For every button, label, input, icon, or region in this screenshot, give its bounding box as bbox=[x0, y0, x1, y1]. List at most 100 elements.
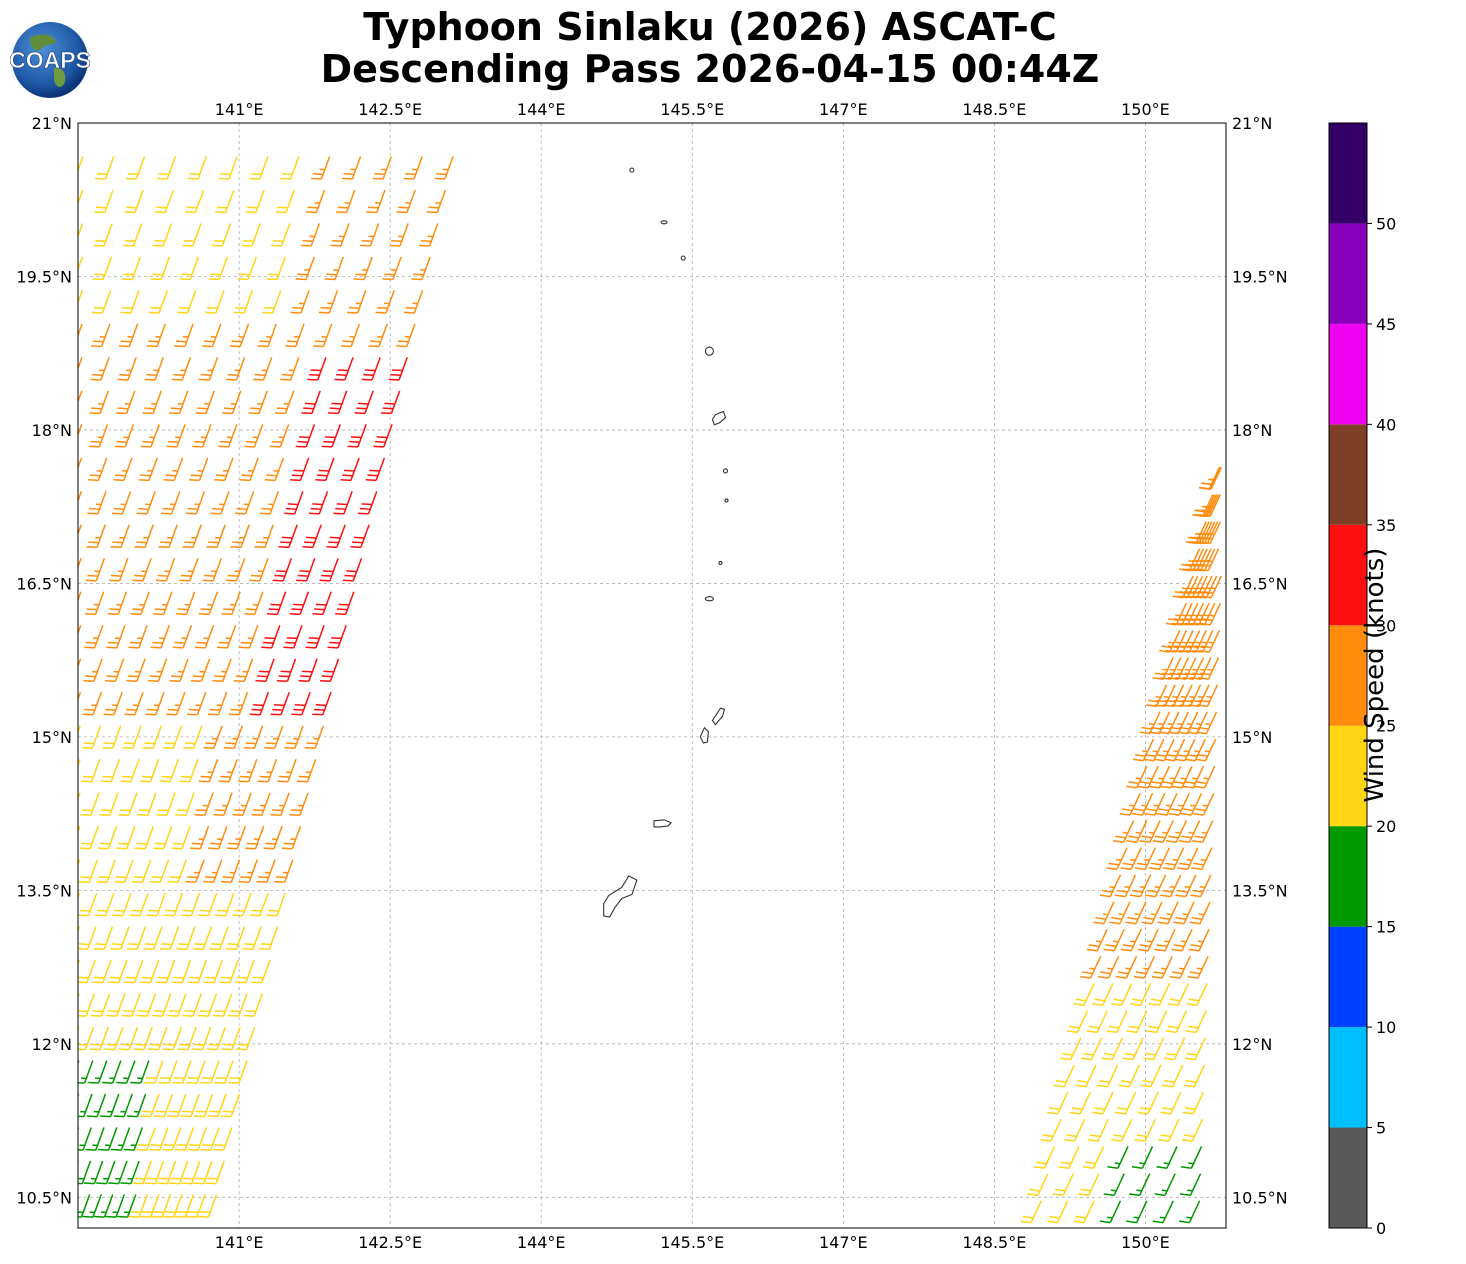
wind-barb-feather bbox=[187, 1148, 199, 1151]
wind-barb-feather bbox=[280, 177, 291, 180]
wind-barb-feather bbox=[274, 574, 285, 577]
wind-barb bbox=[215, 1160, 225, 1184]
wind-barb-feather bbox=[1099, 894, 1111, 898]
wind-barb-feather bbox=[78, 1010, 88, 1013]
wind-barb-feather bbox=[266, 474, 277, 477]
wind-barb bbox=[1199, 901, 1211, 925]
wind-barb-feather bbox=[1177, 622, 1188, 626]
wind-barb bbox=[85, 993, 96, 1017]
wind-barb-feather bbox=[1165, 1030, 1177, 1034]
wind-barb-feather bbox=[205, 311, 216, 314]
wind-barb bbox=[146, 491, 156, 515]
wind-barb-feather bbox=[1165, 649, 1177, 653]
wind-barb-feather bbox=[1146, 704, 1157, 708]
wind-barb bbox=[91, 725, 102, 749]
wind-barb bbox=[70, 1228, 78, 1251]
wind-barb-feather bbox=[1192, 840, 1203, 843]
wind-barb-feather bbox=[340, 479, 351, 482]
colorbar-tick-label: 45 bbox=[1376, 315, 1396, 334]
wind-barb bbox=[284, 390, 295, 414]
wind-barb bbox=[1168, 630, 1181, 653]
wind-barb-feather bbox=[125, 1250, 135, 1251]
wind-barb-feather bbox=[1141, 726, 1153, 730]
wind-barb bbox=[78, 1160, 80, 1165]
wind-barb-feather bbox=[1047, 1220, 1058, 1224]
wind-barb bbox=[322, 591, 332, 615]
wind-barb-feather bbox=[1207, 668, 1213, 671]
wind-barb-feather bbox=[1108, 862, 1120, 866]
wind-barb-feather bbox=[158, 1177, 170, 1180]
wind-barb bbox=[220, 491, 230, 515]
wind-barb bbox=[95, 558, 106, 582]
wind-barb-feather bbox=[92, 340, 104, 343]
wind-barb-feather bbox=[153, 612, 164, 616]
wind-barb bbox=[192, 524, 202, 548]
wind-barb-feather bbox=[1099, 1220, 1111, 1224]
lat-tick-label-left: 13.5°N bbox=[16, 881, 72, 900]
wind-barb bbox=[213, 725, 223, 749]
wind-barb-feather bbox=[342, 474, 353, 477]
wind-barb-feather bbox=[131, 909, 142, 912]
wind-barb-feather bbox=[116, 876, 127, 879]
wind-barb-feather bbox=[1199, 668, 1206, 671]
wind-barb-feather bbox=[328, 541, 339, 544]
wind-barb-feather bbox=[1171, 948, 1183, 952]
wind-barb bbox=[122, 892, 132, 916]
wind-barb bbox=[160, 256, 171, 280]
wind-barb-feather bbox=[312, 713, 323, 716]
wind-barb-feather bbox=[209, 1110, 220, 1113]
wind-barb-feather bbox=[1111, 1138, 1122, 1142]
wind-barb-feather bbox=[355, 273, 366, 276]
wind-barb-feather bbox=[1199, 672, 1211, 676]
wind-barb-feather bbox=[1167, 1025, 1179, 1029]
wind-barb bbox=[186, 1227, 188, 1228]
wind-barb-feather bbox=[1096, 940, 1102, 943]
wind-barb-feather bbox=[210, 273, 221, 276]
wind-barb-feather bbox=[90, 378, 101, 381]
wind-barb-feather bbox=[206, 546, 217, 549]
wind-barb-feather bbox=[1209, 505, 1215, 508]
colorbar-tick-label: 25 bbox=[1376, 717, 1396, 736]
wind-barb-feather bbox=[148, 340, 159, 343]
wind-barb-feather bbox=[234, 512, 246, 515]
wind-barb bbox=[133, 1127, 144, 1151]
wind-barb bbox=[1088, 1227, 1090, 1228]
wind-barb-feather bbox=[261, 507, 272, 510]
wind-barb bbox=[287, 758, 297, 783]
wind-barb-feather bbox=[1113, 940, 1119, 943]
wind-barb bbox=[249, 457, 259, 481]
wind-barb bbox=[1139, 874, 1152, 897]
wind-barb bbox=[111, 1060, 122, 1084]
wind-barb-feather bbox=[216, 646, 228, 649]
wind-barb-feather bbox=[158, 809, 169, 812]
wind-barb-feather bbox=[118, 345, 130, 348]
wind-barb bbox=[130, 290, 140, 314]
wind-barb-feather bbox=[323, 670, 334, 673]
wind-barb-feather bbox=[228, 1081, 239, 1084]
wind-barb bbox=[299, 457, 310, 481]
wind-barb-feather bbox=[1145, 753, 1156, 757]
wind-barb bbox=[357, 424, 367, 448]
lon-tick-label-bottom: 144°E bbox=[517, 1233, 566, 1252]
wind-barb bbox=[1116, 847, 1128, 870]
wind-barb-feather bbox=[1117, 889, 1128, 893]
wind-barb-feather bbox=[1148, 731, 1160, 735]
wind-barb bbox=[1198, 684, 1210, 707]
wind-barb bbox=[156, 323, 167, 347]
wind-barb-feather bbox=[347, 311, 358, 314]
wind-barb bbox=[238, 993, 248, 1017]
wind-barb-feather bbox=[234, 809, 245, 812]
wind-barb-feather bbox=[312, 172, 324, 176]
wind-barb-feather bbox=[220, 1115, 232, 1118]
wind-barbs-west-swath bbox=[70, 156, 454, 1251]
wind-barb-feather bbox=[122, 746, 133, 750]
wind-barb bbox=[223, 792, 233, 816]
wind-barb-feather bbox=[1189, 921, 1200, 925]
wind-barb bbox=[207, 892, 218, 916]
wind-barb bbox=[1195, 630, 1207, 653]
wind-barb-feather bbox=[169, 876, 180, 879]
wind-barb-feather bbox=[257, 780, 269, 783]
wind-barb-feather bbox=[352, 541, 363, 544]
wind-barb bbox=[1103, 901, 1115, 925]
wind-barb-feather bbox=[1049, 1215, 1060, 1219]
